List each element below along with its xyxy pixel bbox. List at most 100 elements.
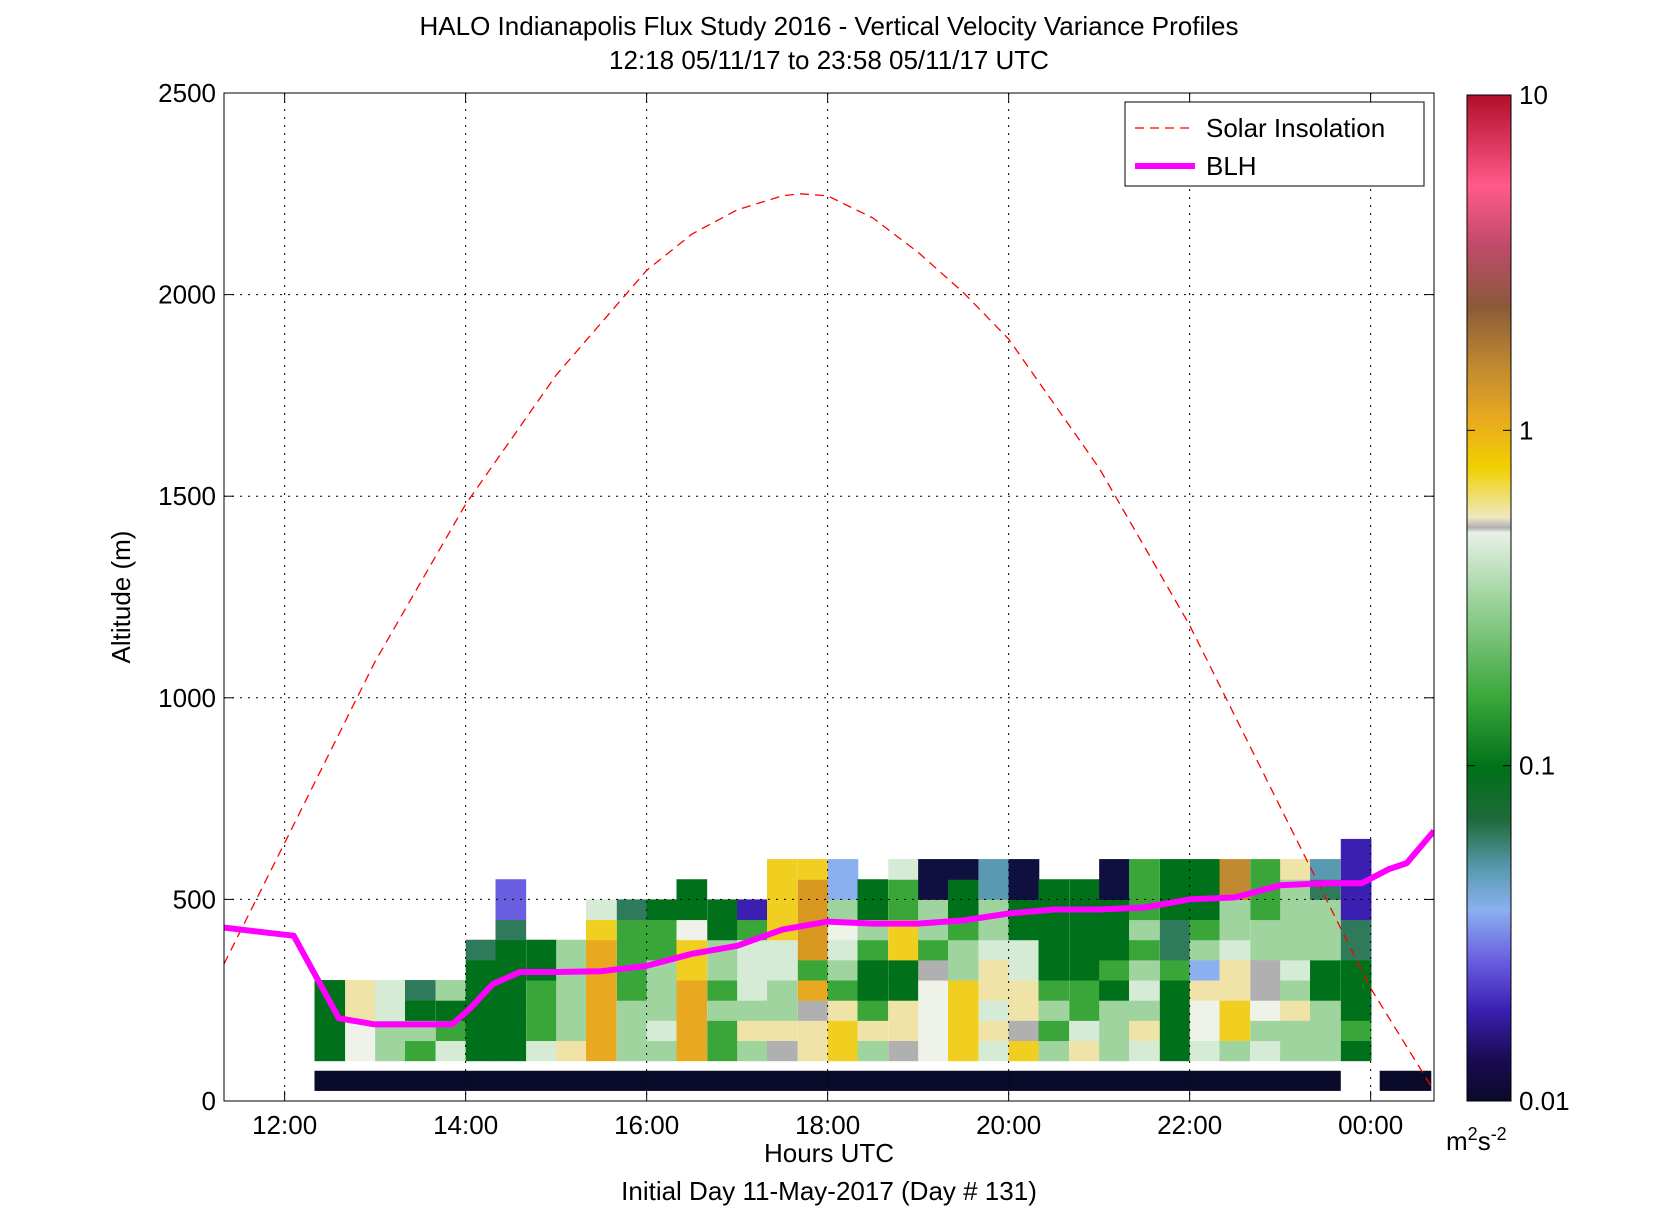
heatmap-cell [707, 1040, 738, 1062]
heatmap-cell [707, 1020, 738, 1042]
heatmap-cell [918, 1040, 949, 1062]
grid-layer [224, 93, 1434, 1101]
heatmap-cell [737, 959, 768, 981]
heatmap-cell [1099, 939, 1130, 961]
heatmap-cell [465, 959, 497, 981]
heatmap-cell [495, 1000, 527, 1021]
heatmap-cell [827, 899, 859, 921]
heatmap-cell [978, 1020, 1010, 1042]
colorbar: 0.01 0.1 1 10 m2s-2 [1446, 80, 1570, 1156]
heatmap-cell [616, 980, 648, 1001]
heatmap-cell [888, 1020, 919, 1042]
heatmap-cell [1159, 1040, 1191, 1062]
legend-label-solar: Solar Insolation [1206, 113, 1385, 143]
heatmap-cell [797, 980, 829, 1001]
heatmap-cell [616, 899, 648, 921]
heatmap-cell [1008, 879, 1040, 900]
colorbar-unit-mid: s [1478, 1126, 1491, 1156]
heatmap-cell [676, 1040, 708, 1062]
heatmap-cell [1038, 939, 1070, 961]
colorbar-unit-sup2: -2 [1491, 1124, 1507, 1144]
heatmap-cell [646, 919, 678, 941]
heatmap-cell [948, 899, 979, 921]
colorbar-tick-label: 10 [1519, 80, 1548, 110]
heatmap-cell [616, 1000, 648, 1021]
heatmap-cell [556, 1000, 587, 1021]
heatmap-cell [1340, 859, 1372, 880]
heatmap-cell [918, 1020, 949, 1042]
heatmap-cell [646, 980, 678, 1001]
heatmap-cell [948, 939, 979, 961]
heatmap-cell [556, 939, 587, 961]
heatmap-cell [827, 879, 859, 900]
heatmap-cell [646, 1040, 678, 1062]
heatmap-cell [676, 1020, 708, 1042]
heatmap-cell [676, 959, 708, 981]
heatmap-cell [1310, 919, 1341, 941]
colorbar-tick-label: 0.1 [1519, 751, 1555, 781]
heatmap-cell [586, 1000, 617, 1021]
heatmap-cell-base [1379, 1070, 1432, 1091]
heatmap-cell [767, 1020, 798, 1042]
colorbar-gradient [1466, 94, 1512, 1102]
heatmap-cell [1189, 1040, 1221, 1062]
x-axis-label: Hours UTC [764, 1138, 894, 1168]
heatmap-layer [314, 838, 1432, 1091]
heatmap-cell [1219, 959, 1251, 981]
heatmap-cell [465, 1020, 497, 1042]
heatmap-cell [1250, 859, 1281, 880]
legend-label-blh: BLH [1206, 151, 1257, 181]
heatmap-cell [978, 1000, 1010, 1021]
heatmap-cell [435, 1040, 467, 1062]
colorbar-unit-sup1: 2 [1468, 1124, 1478, 1144]
heatmap-cell [978, 879, 1010, 900]
heatmap-cell [586, 1020, 617, 1042]
heatmap-cell [314, 1040, 346, 1062]
heatmap-cell [1069, 939, 1100, 961]
heatmap-cell [1280, 919, 1311, 941]
heatmap-cell [1280, 1000, 1311, 1021]
heatmap-cell [767, 1000, 798, 1021]
heatmap-cell [1340, 899, 1372, 921]
heatmap-cell [1280, 939, 1311, 961]
heatmap-cell [1008, 1000, 1040, 1021]
heatmap-cell [888, 899, 919, 921]
heatmap-cell [1129, 1000, 1160, 1021]
heatmap-cell [1159, 1020, 1191, 1042]
heatmap-cell [1129, 1020, 1160, 1042]
heatmap-cell [526, 1040, 557, 1062]
heatmap-cell [345, 980, 376, 1001]
heatmap-cell [1250, 939, 1281, 961]
heatmap-cell [556, 1040, 587, 1062]
heatmap-cell [797, 939, 829, 961]
heatmap-cell [405, 1040, 436, 1062]
heatmap-cell [767, 879, 798, 900]
heatmap-cell [948, 959, 979, 981]
heatmap-cell [918, 899, 949, 921]
heatmap-cell [888, 939, 919, 961]
heatmap-cell [707, 899, 738, 921]
heatmap-cell [1189, 939, 1221, 961]
x-tick-label: 18:00 [795, 1110, 860, 1140]
heatmap-cell [646, 1020, 678, 1042]
heatmap-cell [918, 879, 949, 900]
heatmap-cell [1219, 939, 1251, 961]
heatmap-cell [314, 1020, 346, 1042]
heatmap-cell [1219, 899, 1251, 921]
heatmap-cell [1069, 1000, 1100, 1021]
heatmap-cell [767, 959, 798, 981]
heatmap-cell [1340, 959, 1372, 981]
heatmap-cell [827, 1020, 859, 1042]
heatmap-cell [526, 980, 557, 1001]
heatmap-cell [1280, 1020, 1311, 1042]
heatmap-cell [345, 1040, 376, 1062]
heatmap-cell [1219, 1000, 1251, 1021]
heatmap-cell [978, 859, 1010, 880]
heatmap-cell [888, 980, 919, 1001]
colorbar-unit: m2s-2 [1446, 1124, 1507, 1156]
heatmap-cell [1219, 980, 1251, 1001]
heatmap-cell-base [314, 1070, 1341, 1091]
heatmap-cell [1159, 859, 1191, 880]
heatmap-cell [465, 939, 497, 961]
